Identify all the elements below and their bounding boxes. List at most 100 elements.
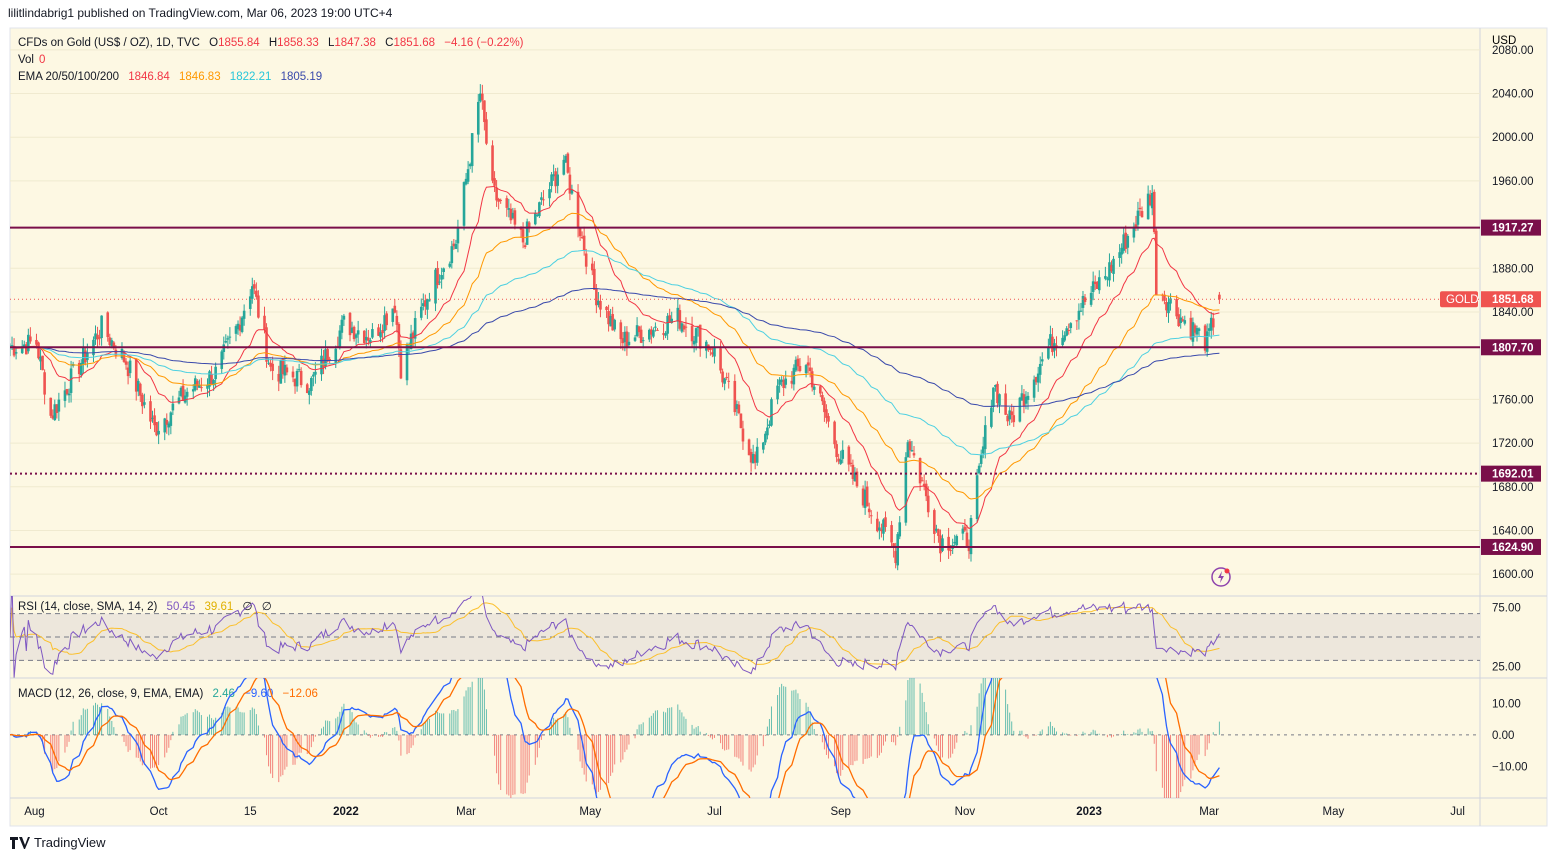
level-price-tag <box>1481 538 1541 555</box>
candle-body <box>1211 318 1215 328</box>
candle-body <box>81 347 85 365</box>
candle-body <box>269 362 272 367</box>
candle-body <box>593 268 596 290</box>
candle-body <box>367 337 370 341</box>
candle-body <box>448 263 452 267</box>
candle-body <box>876 518 879 532</box>
candle-body <box>51 415 55 419</box>
main-legend: CFDs on Gold (US$ / OZ), 1D, TVC O1855.8… <box>18 37 524 700</box>
candle-body <box>656 329 659 331</box>
candle-body <box>96 334 99 340</box>
candle-body <box>163 418 167 433</box>
candle-body <box>326 349 329 362</box>
candle-body <box>422 303 425 307</box>
candle-body <box>556 174 559 186</box>
price-pane[interactable] <box>9 49 1480 575</box>
candle-body <box>27 334 30 352</box>
candle-body <box>124 361 128 365</box>
candle-body <box>468 164 472 167</box>
candle-body <box>992 387 995 407</box>
candle-body <box>279 360 283 384</box>
candle-body <box>141 394 144 407</box>
candle-body <box>676 307 680 322</box>
price-tick-label: 1880.00 <box>1492 263 1534 275</box>
candle-body <box>1091 281 1095 293</box>
candle-body <box>1189 317 1193 339</box>
candle-body <box>436 267 439 286</box>
candle-body <box>122 351 126 362</box>
candle-body <box>1169 298 1172 304</box>
candle-body <box>611 314 614 331</box>
legend-volume: Vol 0 <box>18 54 45 66</box>
candle-body <box>450 246 454 264</box>
candle-body <box>352 326 356 340</box>
time-tick-label: Aug <box>24 806 44 818</box>
candle-body <box>114 349 118 356</box>
lightning-icon[interactable] <box>1211 567 1231 587</box>
ema-line-50 <box>10 212 1220 500</box>
candle-body <box>1124 232 1128 249</box>
candle-body <box>165 419 169 425</box>
candle-body <box>590 263 594 271</box>
candle-body <box>955 536 959 546</box>
candle-body <box>1193 325 1197 333</box>
time-tick-label: 15 <box>244 806 257 818</box>
candle-body <box>234 326 238 334</box>
candle-body <box>10 345 14 347</box>
candle-body <box>348 312 352 336</box>
candle-body <box>293 378 297 387</box>
candle-body <box>597 300 600 305</box>
last-price-tag <box>1481 291 1541 308</box>
candle-body <box>839 459 842 464</box>
candle-body <box>1191 322 1195 342</box>
rsi-tick-label: 25.00 <box>1492 661 1521 673</box>
time-tick-label: Mar <box>456 806 476 818</box>
candle-body <box>981 446 985 454</box>
candle-body <box>1040 359 1044 362</box>
candle-body <box>796 358 800 367</box>
candle-body <box>255 290 258 297</box>
candle-body <box>990 407 993 427</box>
candle-body <box>961 528 965 534</box>
candle-body <box>1181 319 1185 321</box>
candle-body <box>511 212 515 219</box>
candle-body <box>1063 335 1066 341</box>
candle-body <box>424 300 427 307</box>
rsi-pane[interactable] <box>10 578 1480 678</box>
candle-body <box>723 378 726 384</box>
candle-body <box>143 402 146 405</box>
candle-body <box>766 427 769 436</box>
candle-body <box>250 286 254 299</box>
candle-body <box>342 315 346 320</box>
macd-tick-label: 0.00 <box>1492 730 1514 742</box>
candle-body <box>1209 317 1213 331</box>
chart-background <box>9 27 1548 827</box>
candle-body <box>896 534 900 566</box>
candle-body <box>35 339 38 345</box>
macd-line <box>10 678 1220 798</box>
level-price-label: 1624.90 <box>1492 542 1534 554</box>
candle-body <box>1138 207 1142 210</box>
candle-body <box>1061 337 1064 346</box>
candle-body <box>568 174 572 194</box>
macd-pane[interactable] <box>10 578 1480 833</box>
candle-body <box>340 319 344 333</box>
candle-body <box>741 428 745 442</box>
candle-body <box>24 344 28 355</box>
candle-body <box>878 527 881 531</box>
candle-body <box>236 323 240 330</box>
candle-body <box>684 326 688 328</box>
price-tick-label: 1640.00 <box>1492 525 1534 537</box>
candle-body <box>481 93 484 101</box>
candle-body <box>926 495 930 513</box>
time-tick-label: Oct <box>150 806 169 818</box>
price-tick-label: 1960.00 <box>1492 176 1534 188</box>
candle-body <box>582 235 586 251</box>
candle-body <box>253 284 256 289</box>
candle-body <box>904 457 908 523</box>
candle-body <box>967 547 971 552</box>
candle-body <box>882 519 885 534</box>
candle-body <box>599 301 602 310</box>
candle-body <box>464 178 468 185</box>
